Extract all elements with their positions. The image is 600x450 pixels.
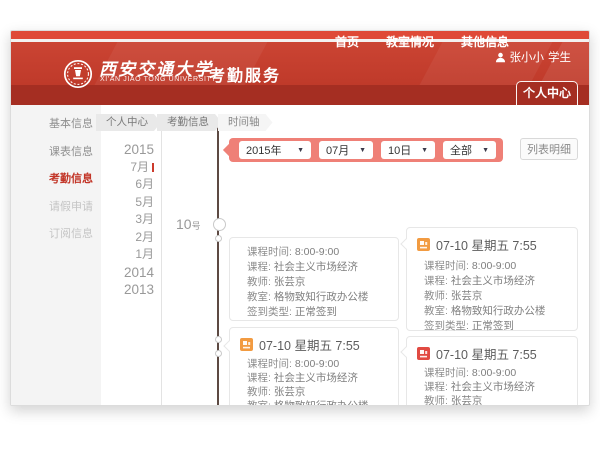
card-field: 课程时间: 8:00-9:00 [247, 246, 340, 258]
timeline-node-day10 [213, 218, 226, 231]
card-field: 教室: 格物致知行政办公楼 [424, 305, 546, 317]
nav-item-other-info[interactable]: 其他信息 [460, 34, 509, 49]
nav-item-home[interactable]: 首页 [334, 34, 359, 49]
sidebar: 基本信息 课表信息 考勤信息 请假申请 订阅信息 [11, 105, 101, 405]
attendance-card: 07-10 星期五 7:55 课程时间: 8:00-9:00 课程: 社会主义市… [400, 227, 578, 332]
nav-item-classrooms[interactable]: 教室情况 [385, 34, 434, 49]
type-filter-dropdown[interactable]: 全部 ▼ [443, 141, 496, 159]
sidebar-timeline-divider [161, 114, 162, 405]
university-logo-icon [63, 59, 93, 89]
year-filter-dropdown[interactable]: 2015年 ▼ [239, 141, 311, 159]
user-role: 学生 [548, 52, 571, 64]
card-field: 课程时间: 8:00-9:00 [424, 260, 517, 272]
app-header [11, 42, 589, 85]
user-icon [495, 52, 505, 62]
day-filter-dropdown[interactable]: 10日 ▼ [381, 141, 435, 159]
header-divider [11, 39, 589, 42]
chevron-down-icon: ▼ [359, 146, 366, 154]
sidebar-item-subscription-info[interactable]: 订阅信息 [49, 228, 93, 240]
list-detail-button[interactable]: 列表明细 [520, 138, 578, 160]
timeline-day-label-10: 10号 [176, 216, 201, 232]
card-field: 教师: 张芸京 [247, 386, 306, 398]
card-title: 07-10 星期五 7:55 [436, 348, 537, 362]
card-field: 教师: 张芸京 [424, 395, 483, 406]
sidebar-item-leave-request[interactable]: 请假申请 [49, 200, 93, 213]
attendance-card: 07-10 星期五 7:55 课程时间: 8:00-9:00 课程: 社会主义市… [223, 327, 399, 406]
nav-tab-personal-center[interactable]: 个人中心 [516, 81, 578, 105]
card-field: 课程: 社会主义市场经济 [247, 372, 358, 384]
month-nav-07[interactable]: 7月 [114, 159, 154, 177]
sidebar-item-basic-info[interactable]: 基本信息 [49, 118, 93, 130]
breadcrumb-personal-center[interactable]: 个人中心 [96, 114, 161, 131]
card-field: 课程时间: 8:00-9:00 [424, 367, 517, 379]
timeline-node-small [215, 336, 222, 343]
card-title: 07-10 星期五 7:55 [259, 339, 360, 353]
breadcrumb-attendance-info[interactable]: 考勤信息 [157, 114, 222, 131]
filter-bar-arrow [222, 142, 238, 158]
month-nav-01[interactable]: 1月 [135, 247, 154, 261]
month-filter-dropdown[interactable]: 07月 ▼ [319, 141, 373, 159]
chevron-down-icon: ▼ [482, 146, 489, 154]
main-nav-bar [11, 85, 589, 105]
content-area: 基本信息 课表信息 考勤信息 请假申请 订阅信息 个人中心 考勤信息 时间轴 2… [11, 105, 589, 406]
month-nav-03[interactable]: 3月 [135, 212, 154, 226]
timeline-year-nav: 2015 7月 6月 5月 3月 2月 1月 2014 2013 [114, 141, 154, 299]
chevron-down-icon: ▼ [421, 146, 428, 154]
chevron-down-icon: ▼ [297, 146, 304, 154]
absent-status-icon [417, 347, 430, 360]
card-title: 07-10 星期五 7:55 [436, 239, 537, 253]
card-field: 教师: 张芸京 [424, 290, 483, 302]
timeline-axis [217, 125, 219, 405]
card-field: 课程: 社会主义市场经济 [424, 275, 535, 287]
year-nav-2014[interactable]: 2014 [123, 264, 154, 280]
late-status-icon [240, 338, 253, 351]
attendance-card: 课程时间: 8:00-9:00 课程: 社会主义市场经济 教师: 张芸京 教室:… [229, 237, 399, 321]
card-field: 签到类型: 正常签到 [247, 306, 337, 318]
university-name-en: XI'AN JIAO TONG UNIVERSITY [100, 76, 217, 83]
university-name-cn: 西安交通大学 [99, 60, 213, 80]
timeline-node-small [215, 350, 222, 357]
user-name: 张小小 [509, 52, 545, 64]
month-nav-05[interactable]: 5月 [135, 194, 154, 209]
breadcrumb-timeline[interactable]: 时间轴 [218, 114, 273, 131]
card-field: 课程: 社会主义市场经济 [424, 381, 535, 393]
late-status-icon [417, 238, 430, 251]
card-field: 签到类型: 正常签到 [424, 320, 514, 332]
breadcrumb: 个人中心 考勤信息 时间轴 [96, 114, 269, 131]
year-nav-2013[interactable]: 2013 [123, 282, 154, 297]
card-field: 教师: 张芸京 [247, 276, 306, 288]
card-field: 课程: 社会主义市场经济 [247, 261, 358, 273]
app-title: 考勤服务 [209, 68, 282, 85]
month-nav-02[interactable]: 2月 [135, 229, 154, 244]
card-field: 教室: 格物致知行政办公楼 [247, 400, 369, 406]
timeline-node-small [215, 235, 222, 242]
app-window: 西安交通大学 XI'AN JIAO TONG UNIVERSITY 考勤服务 张… [10, 30, 590, 406]
selected-month-tick [152, 162, 154, 172]
user-info[interactable]: 张小小 学生 [495, 50, 571, 64]
top-accent-bar [11, 31, 589, 39]
sidebar-item-schedule-info[interactable]: 课表信息 [49, 145, 93, 158]
sidebar-item-attendance-info[interactable]: 考勤信息 [49, 173, 93, 185]
year-nav-2015[interactable]: 2015 [123, 142, 154, 157]
filter-bar: 2015年 ▼ 07月 ▼ 10日 ▼ 全部 ▼ [222, 138, 503, 162]
card-field: 教室: 格物致知行政办公楼 [247, 291, 369, 303]
month-nav-06[interactable]: 6月 [135, 177, 154, 191]
attendance-card: 07-10 星期五 7:55 课程时间: 8:00-9:00 课程: 社会主义市… [400, 336, 578, 406]
card-field: 课程时间: 8:00-9:00 [247, 358, 340, 370]
main-nav-items: 首页 教室情况 其他信息 [335, 31, 509, 51]
